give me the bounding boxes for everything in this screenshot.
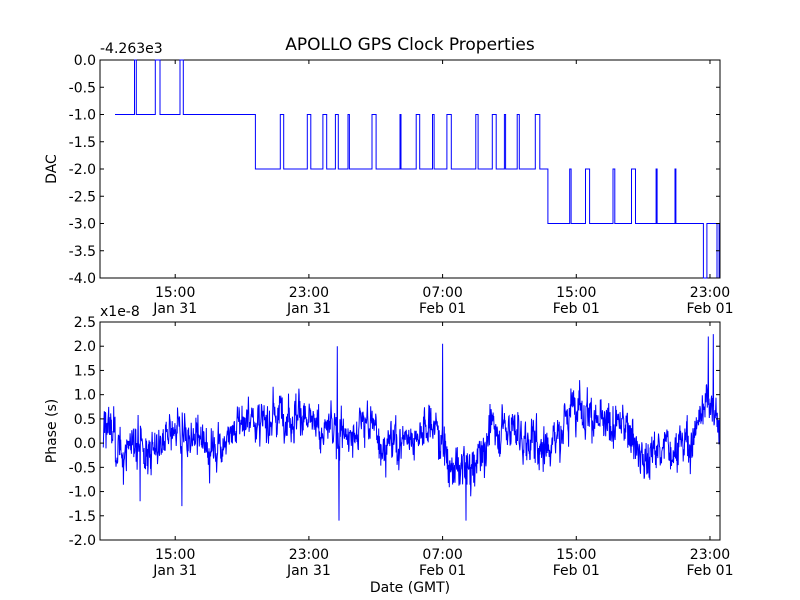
dac-series-line (115, 59, 720, 279)
phase-y-tick-label: -1.0 (69, 485, 96, 501)
phase-y-label: Phase (s) (44, 399, 60, 463)
phase-x-tick-date: Feb 01 (553, 563, 600, 579)
phase-y-tick-label: 2.5 (74, 315, 96, 331)
dac-y-label: DAC (44, 154, 60, 184)
phase-x-label: Date (GMT) (370, 580, 450, 596)
phase-x-tick-date: Jan 31 (152, 563, 197, 579)
dac-x-tick-time: 23:00 (289, 285, 329, 301)
dac-y-tick-label: -2.0 (69, 162, 96, 178)
dac-series (115, 59, 720, 279)
dac-offset-label: -4.263e3 (100, 41, 163, 57)
phase-y-tick-label: 0.5 (74, 412, 96, 428)
phase-x-tick-date: Feb 01 (686, 563, 733, 579)
phase-axes: 2.5 2.0 1.5 1.0 0.5 0.0 -0.5 -1.0 -1.5 -2.0 15:00… (44, 304, 734, 596)
dac-x-tick-date: Feb 01 (419, 301, 466, 317)
dac-x-tick-date: Feb 01 (686, 301, 733, 317)
dac-x-tick-date: Jan 31 (286, 301, 331, 317)
phase-offset-label: x1e-8 (100, 304, 140, 320)
dac-y-tick-label: -3.0 (69, 217, 96, 233)
dac-y-tick-label: -1.0 (69, 108, 96, 124)
phase-y-tick-label: 1.5 (74, 363, 96, 379)
dac-y-tick-label: -2.5 (69, 189, 96, 205)
phase-series-line (102, 334, 720, 521)
dac-x-tick-time: 15:00 (556, 285, 596, 301)
dac-x-tick-date: Feb 01 (553, 301, 600, 317)
phase-y-tick-label: 0.0 (74, 436, 96, 452)
phase-y-ticks: 2.5 2.0 1.5 1.0 0.5 0.0 -0.5 -1.0 -1.5 -2.0 (69, 315, 720, 549)
phase-y-tick-label: -2.0 (69, 533, 96, 549)
dac-x-tick-time: 23:00 (690, 285, 730, 301)
phase-x-tick-date: Feb 01 (419, 563, 466, 579)
phase-x-tick-time: 23:00 (690, 547, 730, 563)
phase-x-tick-time: 15:00 (155, 547, 195, 563)
dac-y-tick-label: -0.5 (69, 80, 96, 96)
phase-y-tick-label: -1.5 (69, 509, 96, 525)
phase-x-tick-date: Jan 31 (286, 563, 331, 579)
dac-x-tick-time: 15:00 (155, 285, 195, 301)
dac-y-tick-label: 0.0 (74, 53, 96, 69)
phase-y-tick-label: 2.0 (74, 339, 96, 355)
dac-axes: 0.0 -0.5 -1.0 -1.5 -2.0 -2.5 -3.0 -3.5 -4.0 15:0… (44, 41, 734, 317)
dac-x-tick-date: Jan 31 (152, 301, 197, 317)
phase-series (102, 334, 720, 521)
phase-y-tick-label: 1.0 (74, 388, 96, 404)
phase-x-tick-time: 23:00 (289, 547, 329, 563)
phase-y-tick-label: -0.5 (69, 460, 96, 476)
dac-y-ticks: 0.0 -0.5 -1.0 -1.5 -2.0 -2.5 -3.0 -3.5 -4.0 (69, 53, 720, 287)
dac-x-tick-time: 07:00 (422, 285, 462, 301)
chart-title: APOLLO GPS Clock Properties (285, 35, 535, 55)
phase-plot-area (99, 321, 721, 541)
dac-y-tick-label: -1.5 (69, 135, 96, 151)
phase-x-tick-time: 07:00 (422, 547, 462, 563)
dac-y-tick-label: -4.0 (69, 271, 96, 287)
dac-y-tick-label: -3.5 (69, 244, 96, 260)
phase-x-tick-time: 15:00 (556, 547, 596, 563)
